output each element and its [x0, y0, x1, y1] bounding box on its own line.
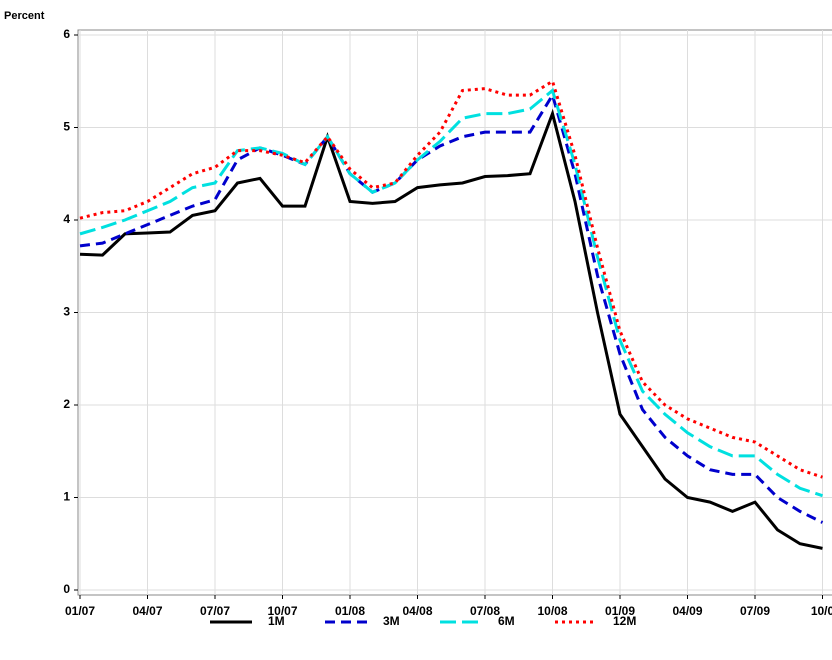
y-tick-label: 3	[63, 305, 70, 319]
y-tick-label: 1	[63, 490, 70, 504]
series-line	[79, 78, 823, 479]
y-tick-label: 5	[63, 120, 70, 134]
x-tick-label: 10/08	[537, 604, 567, 618]
legend-label: 3M	[383, 614, 400, 628]
x-tick-label: 01/09	[605, 604, 635, 618]
legend-label: 12M	[613, 614, 636, 628]
x-tick-label: 01/08	[335, 604, 365, 618]
legend-label: 1M	[268, 614, 285, 628]
series-line	[79, 87, 823, 498]
x-tick-label: 10/0	[811, 604, 832, 618]
x-tick-label: 07/07	[200, 604, 230, 618]
y-tick-label: 6	[63, 27, 70, 41]
x-tick-label: 07/08	[470, 604, 500, 618]
y-tick-label: 0	[63, 582, 70, 596]
series-line	[79, 91, 824, 524]
x-tick-label: 01/07	[65, 604, 95, 618]
y-axis-label: Percent	[4, 10, 45, 22]
y-tick-label: 2	[63, 397, 70, 411]
x-tick-label: 04/08	[402, 604, 432, 618]
x-tick-label: 04/09	[672, 604, 702, 618]
x-tick-label: 07/09	[740, 604, 770, 618]
legend-label: 6M	[498, 614, 515, 628]
y-tick-label: 4	[63, 212, 70, 226]
x-tick-label: 10/07	[267, 604, 297, 618]
series-line	[79, 108, 823, 550]
x-tick-label: 04/07	[132, 604, 162, 618]
